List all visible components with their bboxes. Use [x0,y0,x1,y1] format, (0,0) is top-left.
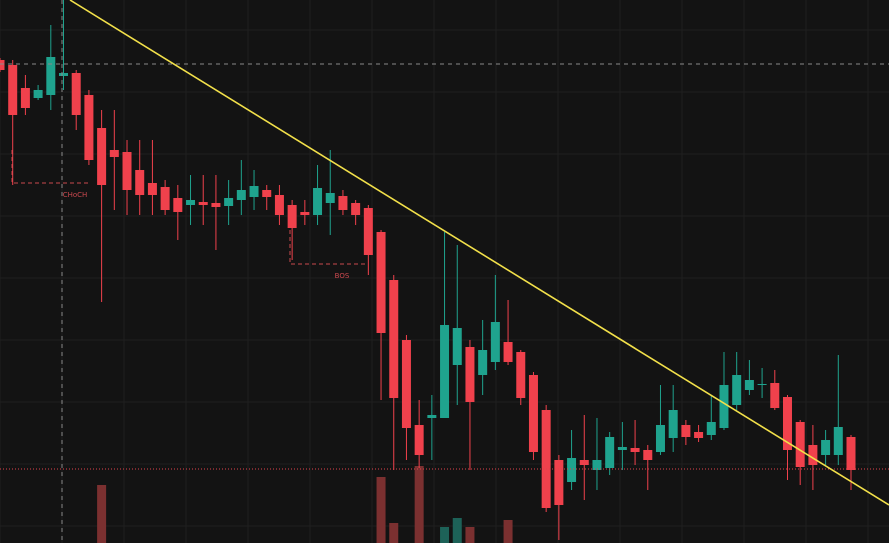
volume-bar [389,523,399,543]
candle-body [592,460,602,470]
candle-body [770,383,780,408]
candle-body [643,450,653,460]
candle-body [249,186,259,197]
candle-body [287,205,297,228]
candle-body [706,422,716,435]
candle-body [528,375,538,452]
candle-body [8,65,18,115]
candle-body [795,422,805,467]
candle-body [719,385,729,428]
candle-body [71,73,81,115]
volume-bar [97,485,107,543]
candle-body [46,57,56,95]
candles [0,0,856,543]
candle-body [33,90,43,98]
candle-body [224,198,234,206]
candle-body [617,447,627,450]
candle-body [554,460,564,505]
candle-body [147,183,157,195]
candle-body [325,193,335,203]
candle-body [236,190,246,200]
candle-body [338,196,348,210]
choch-level [11,150,88,184]
candle-body [440,325,450,418]
candle-body [744,380,754,390]
candle-body [84,95,94,160]
candle-body [579,460,589,465]
candle-body [401,340,411,428]
candle-body [541,410,551,508]
candle-body [694,432,704,438]
candle-body [274,195,284,215]
volume-bar [440,527,450,543]
candle-body [389,280,399,398]
candle-body [186,200,196,205]
trendline [69,0,889,506]
bos-level [289,230,367,265]
candle-body [59,73,69,76]
candle-body [833,427,843,455]
candle-body [160,187,170,210]
candle-body [452,328,462,365]
candle-body [300,212,310,215]
volume-bar [465,527,475,543]
candle-body [313,188,323,215]
candle-body [782,397,792,450]
candle-body [351,203,361,215]
candle-body [757,384,767,385]
candle-body [821,440,831,455]
candle-body [122,152,132,190]
candle-body [605,437,615,468]
choch-label: CHoCH [63,191,88,199]
volume-bar [503,520,513,543]
candle-body [655,425,665,452]
candle-body [198,202,208,205]
candle-body [490,322,500,362]
volume-bar [452,518,462,543]
candle-body [20,88,30,108]
candle-body [363,208,373,255]
candle-body [732,375,742,405]
candle-body [567,458,577,482]
candle-body [262,190,272,197]
candle-body [630,448,640,452]
candle-body [503,342,513,362]
candle-body [414,425,424,455]
candle-body [173,198,183,212]
candle-body [97,128,107,185]
candle-body [135,170,145,195]
candle-body [427,415,437,418]
bos-label: BOS [335,272,350,280]
candle-body [376,232,386,333]
volume-bar [376,477,386,543]
candle-body [808,445,818,465]
candle-body [109,150,119,157]
candle-body [0,60,5,70]
candle-body [846,437,856,470]
candle-body [211,203,221,207]
candle-body [516,352,526,398]
candle-body [681,425,691,437]
candle-body [478,350,488,375]
candle-body [668,410,678,438]
volume-bar [414,466,424,543]
candle-body [465,347,475,402]
